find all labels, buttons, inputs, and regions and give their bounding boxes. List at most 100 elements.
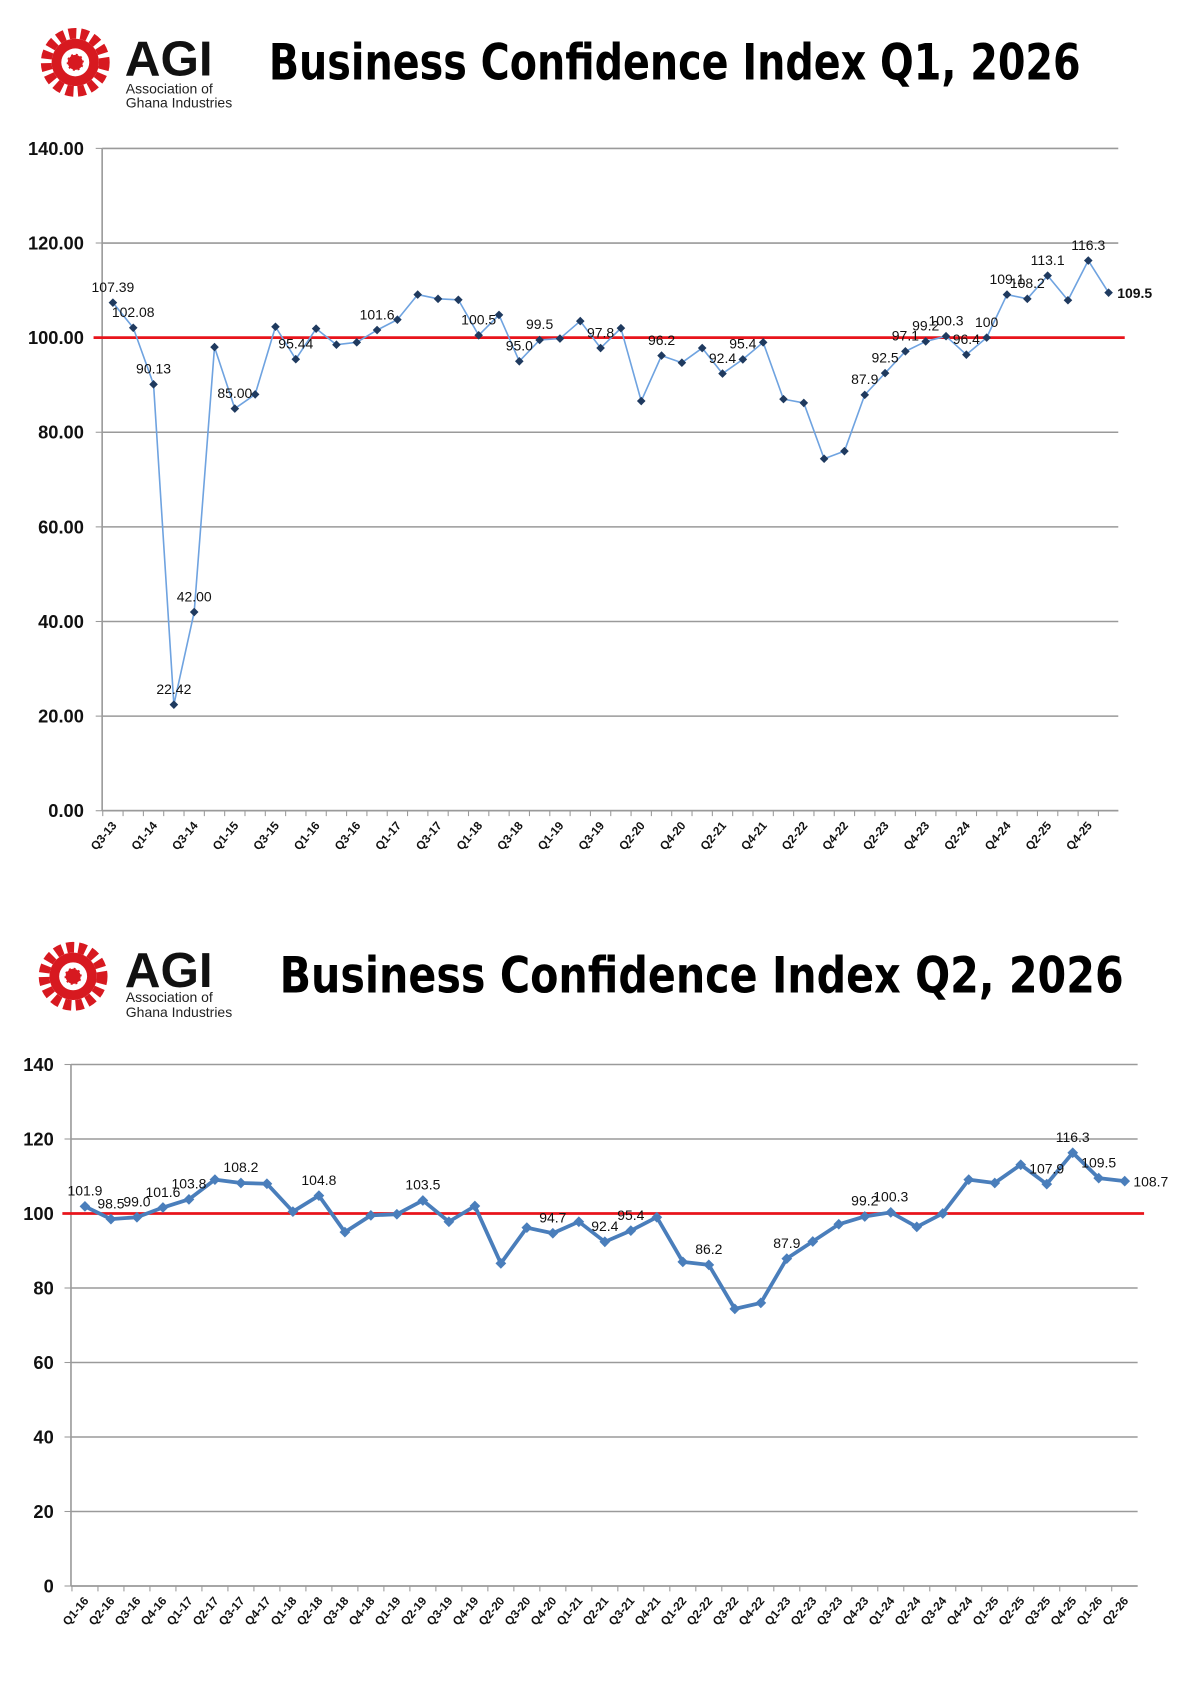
value-label: 101.9 xyxy=(67,1183,102,1199)
value-label: 99.2 xyxy=(851,1193,878,1209)
x-tick-label: Q4-19 xyxy=(450,1594,482,1628)
data-point xyxy=(494,310,504,320)
data-point xyxy=(575,316,585,326)
x-tick-label: Q1-22 xyxy=(658,1594,690,1628)
data-point xyxy=(474,330,483,340)
x-tick-label: Q3-22 xyxy=(710,1594,742,1628)
x-tick-label: Q4-21 xyxy=(632,1594,664,1628)
data-point xyxy=(235,1177,247,1189)
logo-gear xyxy=(40,27,110,97)
x-tick-label: Q1-26 xyxy=(1073,1594,1105,1628)
value-label: 95.44 xyxy=(278,335,313,351)
logo xyxy=(38,941,108,1011)
x-tick-label: Q4-20 xyxy=(528,1594,560,1628)
data-point xyxy=(1083,256,1093,265)
x-tick-label: Q2-25 xyxy=(1022,818,1054,852)
x-tick-label: Q1-17 xyxy=(164,1594,196,1628)
x-tick-label: Q2-19 xyxy=(398,1594,430,1628)
x-tick-label: Q1-25 xyxy=(970,1594,1002,1628)
data-point xyxy=(779,394,788,404)
x-tick-label: Q4-24 xyxy=(944,1594,976,1628)
x-tick-label: Q2-20 xyxy=(616,818,648,852)
value-label: 94.7 xyxy=(539,1209,566,1225)
value-label: 86.2 xyxy=(695,1241,722,1257)
data-point xyxy=(189,607,199,617)
value-label: 102.08 xyxy=(112,304,155,320)
y-tick-label: 140 xyxy=(23,1054,53,1075)
x-tick-label: Q4-24 xyxy=(982,818,1014,852)
data-point xyxy=(271,322,280,332)
value-label: 92.4 xyxy=(591,1218,618,1234)
x-tick-label: Q1-18 xyxy=(453,818,485,852)
chart-title: Business Confidence Index Q1, 2026 xyxy=(269,34,1081,92)
y-tick-label: 20 xyxy=(33,1501,53,1522)
value-label: 42.00 xyxy=(177,588,212,604)
x-tick-label: Q2-23 xyxy=(860,818,892,852)
data-point xyxy=(433,294,443,304)
data-point xyxy=(819,454,829,464)
data-point xyxy=(799,398,809,408)
x-tick-label: Q3-25 xyxy=(1022,1594,1054,1628)
logo-line: Association of xyxy=(126,81,213,97)
x-tick-label: Q2-26 xyxy=(1099,1594,1131,1628)
logo-core xyxy=(65,52,85,73)
x-tick-label: Q3-23 xyxy=(814,1594,846,1628)
x-tick-label: Q1-14 xyxy=(128,818,160,852)
value-label: 104.8 xyxy=(301,1172,336,1188)
y-tick-label: 40 xyxy=(33,1426,53,1447)
data-point xyxy=(880,368,890,378)
x-tick-label: Q1-18 xyxy=(268,1594,300,1628)
x-tick-label: Q3-15 xyxy=(250,818,282,852)
x-tick-label: Q3-13 xyxy=(88,818,120,852)
value-label: 100.5 xyxy=(461,312,496,328)
data-point xyxy=(372,325,382,335)
value-label: 98.5 xyxy=(97,1195,124,1211)
y-tick-label: 0 xyxy=(44,1575,54,1596)
data-point xyxy=(941,331,951,341)
data-point xyxy=(547,1227,559,1239)
data-point xyxy=(535,335,544,345)
y-tick-label: 0.00 xyxy=(48,800,84,821)
x-tick-label: Q2-16 xyxy=(86,1594,118,1628)
y-tick-label: 60.00 xyxy=(38,516,84,537)
x-tick-label: Q4-22 xyxy=(819,818,851,852)
x-tick-label: Q2-18 xyxy=(294,1594,326,1628)
logo xyxy=(40,27,110,97)
x-tick-label: Q2-24 xyxy=(892,1594,924,1628)
x-tick-label: Q2-24 xyxy=(941,818,973,852)
data-point xyxy=(131,1211,143,1223)
data-point xyxy=(885,1207,897,1218)
data-point xyxy=(911,1221,923,1233)
data-point xyxy=(573,1216,585,1228)
x-tick-label: Q4-16 xyxy=(138,1594,170,1628)
data-point xyxy=(921,337,931,346)
data-point xyxy=(738,355,748,364)
data-point xyxy=(1002,290,1012,299)
value-label: 108.2 xyxy=(223,1159,258,1175)
value-label: 92.5 xyxy=(871,349,898,365)
value-label: 108.2 xyxy=(1010,275,1045,291)
y-tick-label: 60 xyxy=(33,1352,53,1373)
logo-line: Ghana Industries xyxy=(126,1004,232,1020)
data-point xyxy=(365,1209,377,1221)
y-tick-label: 80.00 xyxy=(38,422,84,443)
x-tick-label: Q4-23 xyxy=(900,818,932,852)
data-point xyxy=(657,351,666,360)
value-label: 99.5 xyxy=(526,316,553,332)
value-label: 113.1 xyxy=(1031,252,1065,268)
data-point xyxy=(1063,295,1073,305)
data-point xyxy=(677,358,687,368)
value-label: 103.5 xyxy=(405,1177,440,1193)
y-tick-label: 20.00 xyxy=(38,706,84,727)
x-tick-label: Q1-19 xyxy=(372,1594,404,1628)
value-label: 108.7 xyxy=(1133,1173,1168,1189)
y-tick-label: 80 xyxy=(33,1277,53,1298)
x-tick-label: Q4-25 xyxy=(1047,1594,1079,1628)
data-point xyxy=(250,390,260,399)
data-point xyxy=(636,396,646,406)
x-tick-label: Q4-22 xyxy=(736,1594,768,1628)
data-point xyxy=(210,342,219,352)
data-point xyxy=(413,290,423,299)
data-point xyxy=(703,1259,715,1271)
data-point xyxy=(596,343,605,353)
